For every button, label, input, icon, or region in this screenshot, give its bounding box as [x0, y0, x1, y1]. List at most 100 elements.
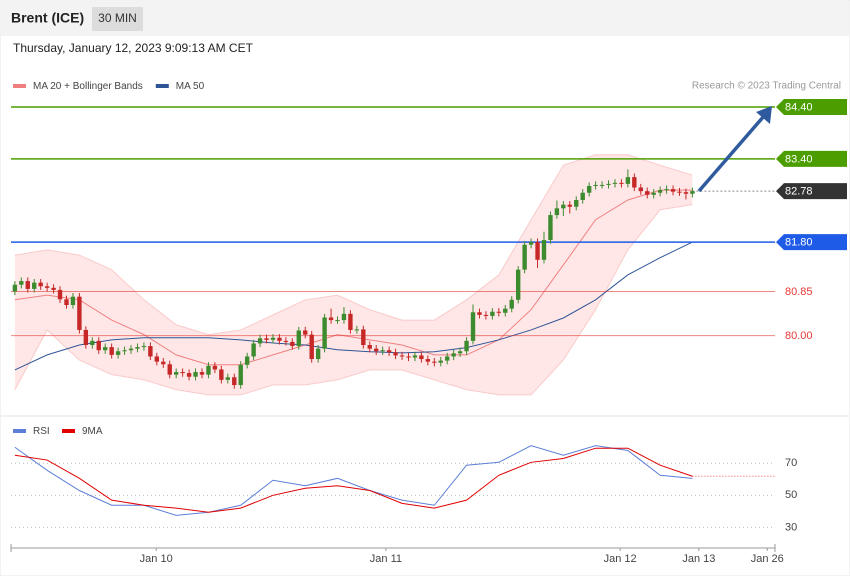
candle-body	[322, 317, 327, 349]
candle-body	[186, 373, 192, 377]
candle-body	[180, 372, 185, 374]
candle-body	[128, 348, 134, 351]
candle-body	[51, 287, 56, 290]
band-upper	[14, 154, 693, 336]
candle-body	[380, 350, 385, 352]
candle-body	[335, 320, 340, 322]
candle-body	[554, 208, 560, 216]
candle-body	[651, 192, 656, 195]
candle-body	[541, 240, 547, 260]
candle-body	[503, 308, 508, 313]
candle-body	[664, 189, 669, 191]
candle-body	[212, 365, 218, 370]
candle-body	[677, 191, 682, 193]
candle-body	[167, 364, 172, 375]
candle-body	[270, 337, 276, 340]
candle-body	[438, 360, 443, 363]
candle-body	[670, 189, 676, 192]
candle-body	[70, 296, 76, 305]
arrow-shaft	[697, 114, 766, 193]
candle-body	[638, 187, 643, 192]
candle-body	[464, 340, 469, 352]
candle-body	[328, 317, 334, 321]
x-tick-label: Jan 11	[370, 553, 402, 565]
candle-body	[522, 244, 527, 270]
candle-body	[483, 314, 489, 316]
candle-body	[303, 330, 308, 335]
candle-body	[44, 286, 50, 288]
y-tick-label: 70	[785, 457, 797, 469]
y-tick-label: 50	[785, 489, 797, 501]
candle-body	[141, 346, 147, 348]
candle-body	[432, 361, 437, 363]
rsi-line	[14, 447, 693, 513]
candle-body	[374, 348, 379, 352]
candle-body	[283, 340, 289, 342]
trend-arrow	[697, 106, 772, 193]
level-tag	[776, 183, 847, 200]
legend-label: MA 50	[176, 81, 205, 92]
x-tick-label: Jan 26	[751, 553, 784, 565]
legend-swatch	[13, 84, 26, 88]
bollinger-band	[14, 154, 693, 395]
legend-label: 9MA	[82, 426, 103, 437]
candle-body	[561, 204, 566, 209]
candle-body	[148, 346, 153, 357]
candle-body	[612, 182, 618, 184]
candle-body	[90, 340, 95, 346]
candle-body	[406, 356, 411, 358]
candle-body	[445, 356, 450, 361]
legend-swatch	[155, 84, 169, 88]
candle-body	[290, 341, 295, 347]
level-label: 81.80	[785, 237, 813, 249]
candle-body	[399, 355, 405, 357]
x-tick-label: Jan 10	[140, 553, 173, 565]
level-label: 84.40	[785, 101, 813, 113]
candle-body	[103, 347, 108, 351]
candle-body	[535, 242, 540, 260]
candle-body	[625, 177, 631, 184]
candle-body	[574, 200, 579, 207]
candle-body	[341, 313, 347, 321]
x-tick-label: Jan 13	[682, 553, 715, 565]
candle-body	[593, 184, 598, 186]
band-lower	[14, 204, 693, 396]
candle-body	[225, 377, 231, 380]
candle-body	[457, 351, 463, 354]
candle-body	[232, 377, 237, 386]
level-tag	[776, 234, 847, 251]
candle-body	[477, 312, 482, 315]
candle-body	[19, 281, 24, 285]
candle-body	[354, 329, 360, 331]
candle-body	[567, 204, 573, 207]
candle-body	[122, 350, 127, 352]
candle-body	[32, 282, 37, 289]
candle-body	[419, 355, 424, 360]
level-label: 83.40	[785, 153, 813, 165]
candle-body	[490, 311, 495, 316]
interval[interactable]: 30 MIN	[98, 11, 137, 25]
candle-body	[632, 177, 637, 188]
candle-body	[386, 350, 392, 353]
rsi-line	[14, 445, 693, 516]
candle-body	[257, 338, 263, 344]
candle-body	[77, 296, 82, 330]
candle-body	[528, 242, 534, 245]
candle-body	[509, 299, 514, 309]
candle-body	[244, 356, 250, 365]
candle-body	[586, 185, 592, 193]
arrow-head	[756, 106, 772, 124]
interval-box[interactable]	[92, 7, 143, 31]
x-tick-label: Jan 12	[604, 553, 637, 565]
level-tag	[776, 150, 847, 167]
timestamp: Thursday, January 12, 2023 9:09:13 AM CE…	[13, 41, 254, 55]
candle-body	[219, 369, 224, 380]
candle-body	[161, 361, 166, 365]
candle-body	[412, 355, 418, 358]
candle-body	[25, 281, 30, 289]
candle-body	[348, 313, 353, 330]
legend-label: MA 20 + Bollinger Bands	[33, 81, 143, 92]
candle-body	[206, 365, 211, 375]
